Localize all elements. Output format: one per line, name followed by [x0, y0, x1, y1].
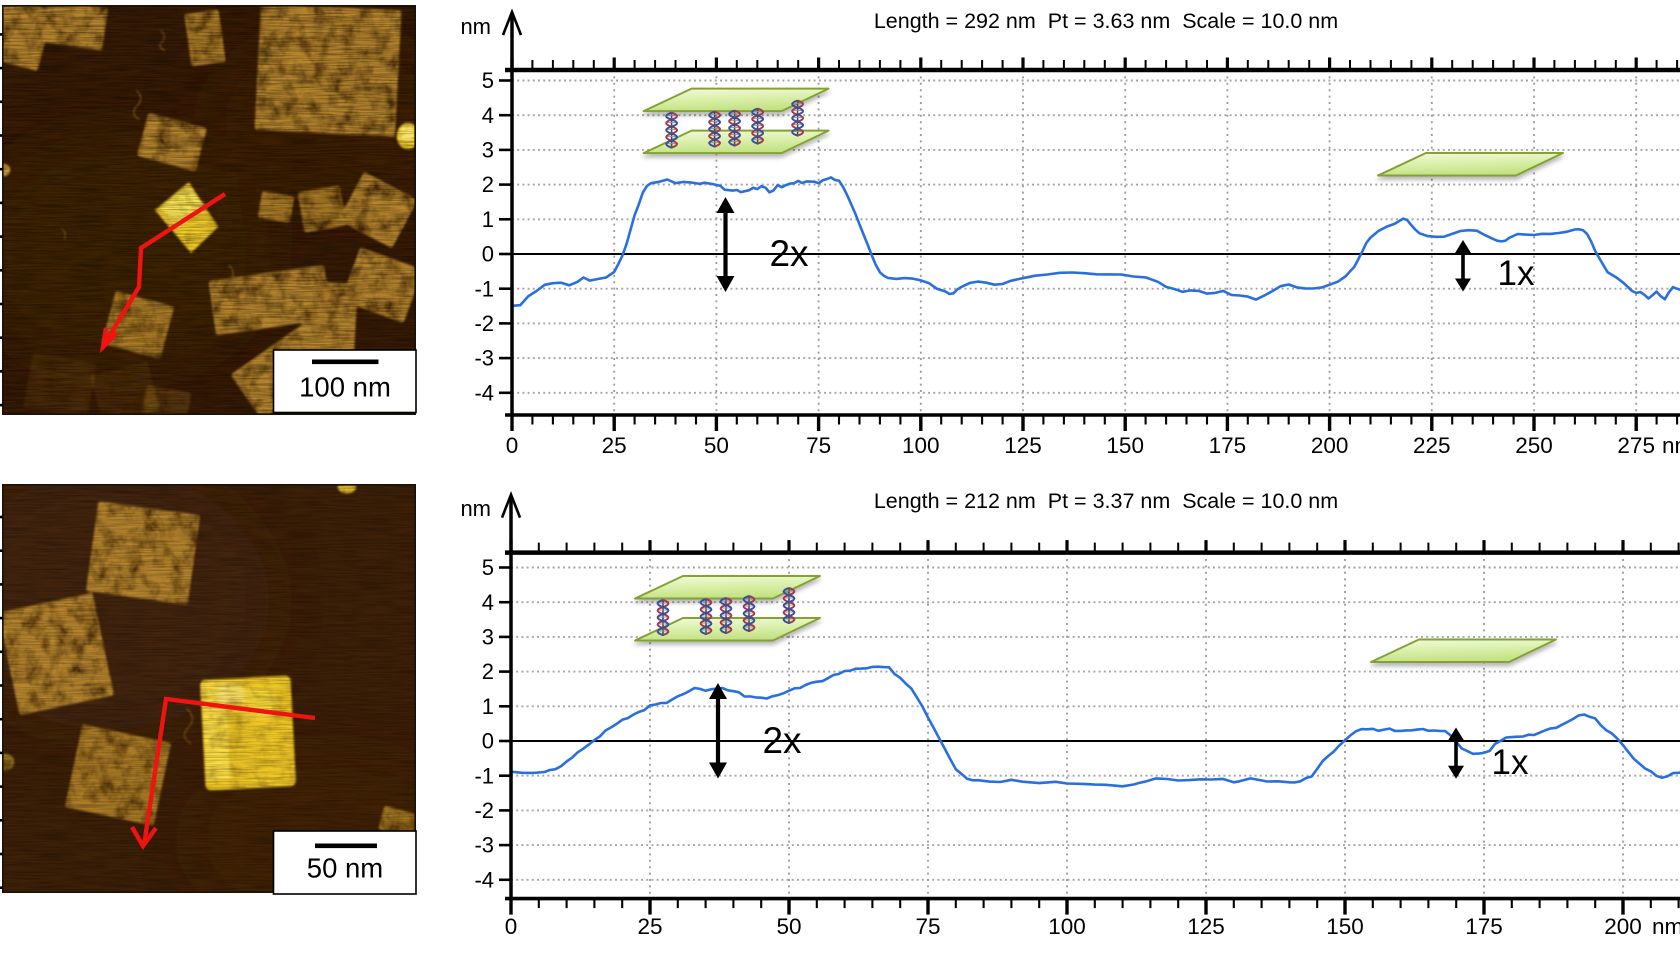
svg-text:25: 25	[602, 433, 627, 458]
svg-text:0: 0	[506, 433, 519, 458]
svg-text:0: 0	[482, 729, 494, 754]
svg-text:125: 125	[1187, 914, 1225, 939]
svg-text:1: 1	[482, 694, 494, 719]
svg-text:150: 150	[1106, 433, 1144, 458]
svg-text:0: 0	[505, 914, 518, 939]
svg-text:-1: -1	[474, 763, 494, 788]
svg-text:50 nm: 50 nm	[307, 853, 383, 884]
svg-text:3: 3	[482, 625, 494, 650]
svg-text:250: 250	[1515, 433, 1553, 458]
svg-text:3: 3	[482, 138, 494, 163]
svg-text:-4: -4	[474, 380, 494, 405]
svg-text:5: 5	[482, 555, 494, 580]
svg-text:nm: nm	[460, 496, 491, 521]
svg-text:-2: -2	[474, 311, 494, 336]
svg-text:275: 275	[1617, 433, 1655, 458]
svg-text:nm: nm	[460, 14, 491, 39]
svg-text:4: 4	[482, 590, 494, 615]
svg-text:200: 200	[1604, 914, 1642, 939]
svg-text:75: 75	[806, 433, 831, 458]
svg-text:25: 25	[637, 914, 662, 939]
svg-text:-3: -3	[474, 833, 494, 858]
svg-text:0: 0	[482, 242, 494, 267]
svg-text:175: 175	[1465, 914, 1503, 939]
svg-text:125: 125	[1004, 433, 1042, 458]
svg-text:-4: -4	[474, 867, 494, 892]
svg-text:-3: -3	[474, 346, 494, 371]
svg-text:Length = 292 nm Pt = 3.63 nm: Length = 292 nm Pt = 3.63 nm Scale = 10.…	[874, 9, 1338, 33]
svg-text:nm: nm	[1652, 914, 1680, 939]
svg-text:75: 75	[915, 914, 940, 939]
svg-text:50: 50	[776, 914, 801, 939]
svg-text:175: 175	[1209, 433, 1247, 458]
svg-text:1: 1	[482, 207, 494, 232]
svg-text:100: 100	[1048, 914, 1086, 939]
svg-text:225: 225	[1413, 433, 1451, 458]
svg-text:2: 2	[482, 659, 494, 684]
svg-text:5: 5	[482, 68, 494, 93]
svg-text:nm: nm	[1662, 433, 1680, 458]
svg-text:2x: 2x	[762, 720, 802, 761]
svg-text:2x: 2x	[769, 233, 809, 274]
svg-text:200: 200	[1311, 433, 1349, 458]
svg-text:-2: -2	[474, 798, 494, 823]
svg-text:50: 50	[704, 433, 729, 458]
svg-text:150: 150	[1326, 914, 1364, 939]
svg-text:100 nm: 100 nm	[299, 372, 391, 403]
svg-text:1x: 1x	[1492, 743, 1529, 782]
svg-text:Length = 212 nm Pt = 3.37 nm: Length = 212 nm Pt = 3.37 nm Scale = 10.…	[874, 489, 1338, 513]
svg-text:1x: 1x	[1498, 254, 1535, 293]
svg-text:2: 2	[482, 172, 494, 197]
svg-text:100: 100	[902, 433, 940, 458]
svg-text:-1: -1	[474, 276, 494, 301]
svg-text:4: 4	[482, 103, 494, 128]
